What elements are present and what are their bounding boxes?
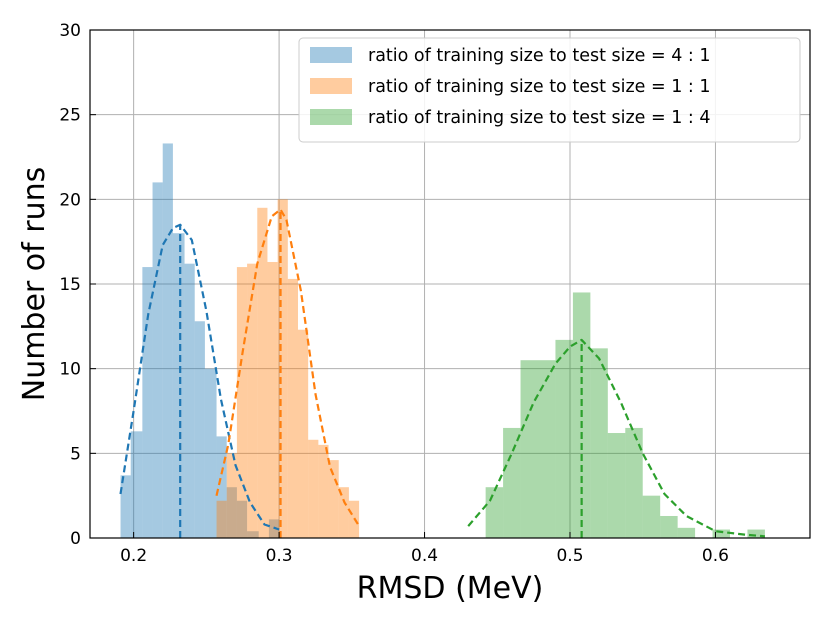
histogram-bar <box>520 360 538 538</box>
x-tick-label: 0.3 <box>266 546 293 566</box>
histogram-bar <box>120 475 131 538</box>
histogram-bar <box>194 321 205 538</box>
legend: ratio of training size to test size = 4 … <box>298 37 801 143</box>
histogram-bar <box>267 261 278 538</box>
histogram-bar <box>247 531 259 538</box>
fit-curves <box>119 208 765 538</box>
histogram-bar <box>625 427 643 538</box>
histogram-bar <box>172 233 185 538</box>
x-axis-title: RMSD (MeV) <box>357 571 544 606</box>
fit-curve-2 <box>215 208 361 527</box>
histogram-bar <box>712 529 730 538</box>
histogram-bar <box>236 267 248 538</box>
y-tick-label: 5 <box>70 444 81 464</box>
histogram-bar <box>226 453 237 538</box>
x-tick-label: 0.5 <box>556 546 583 566</box>
histogram-bar <box>318 444 329 538</box>
y-tick-label: 15 <box>59 275 81 295</box>
legend-swatch-2 <box>310 78 352 94</box>
histogram-bar <box>204 368 217 538</box>
y-ticks: 0 5 10 15 20 25 30 <box>59 21 96 549</box>
histogram-bar <box>328 460 339 538</box>
histogram-bar <box>162 143 173 538</box>
y-tick-label: 30 <box>59 21 81 41</box>
legend-label-2: ratio of training size to test size = 1 … <box>368 77 711 97</box>
histogram-bar <box>216 500 227 538</box>
histogram-bar <box>287 278 298 538</box>
legend-label-1: ratio of training size to test size = 4 … <box>368 46 711 66</box>
y-tick-label: 10 <box>59 360 81 380</box>
histogram-bar <box>298 329 309 538</box>
series-bars-3 <box>485 292 765 538</box>
y-axis-title: Number of runs <box>17 167 52 402</box>
legend-label-3: ratio of training size to test size = 1 … <box>368 108 711 128</box>
histogram-bar <box>590 348 608 538</box>
histogram-bar <box>226 487 237 538</box>
y-tick-label: 20 <box>59 190 81 210</box>
histogram-bar <box>538 360 556 538</box>
histogram-bar <box>308 439 319 538</box>
fit-curve-1 <box>119 223 280 531</box>
legend-swatch-3 <box>310 109 352 125</box>
x-tick-label: 0.6 <box>702 546 729 566</box>
histogram-bar <box>555 339 573 538</box>
histogram-bar <box>277 199 288 539</box>
mean-lines <box>179 209 583 538</box>
histogram-bar <box>216 436 227 538</box>
histogram-bar <box>642 495 661 538</box>
histogram-bar <box>247 263 258 538</box>
histogram-bar <box>747 529 765 538</box>
x-tick-label: 0.4 <box>411 546 438 566</box>
x-tick-label: 0.2 <box>120 546 147 566</box>
histogram-bar <box>130 431 143 538</box>
histogram-bar <box>184 263 195 538</box>
histogram-bar <box>142 267 153 538</box>
legend-swatch-1 <box>310 47 352 63</box>
histogram-bar <box>607 433 626 538</box>
histogram-bar <box>152 182 163 538</box>
histogram-bar <box>660 515 678 538</box>
histogram-bar <box>503 427 521 538</box>
y-tick-label: 25 <box>59 106 81 126</box>
histogram-bar <box>257 207 268 539</box>
histogram-bar <box>236 500 248 538</box>
histogram-bar <box>485 487 504 538</box>
y-tick-label: 0 <box>70 529 81 549</box>
x-ticks: 0.2 0.3 0.4 0.5 0.6 <box>120 532 729 566</box>
histogram-bar <box>677 527 696 538</box>
legend-box <box>298 37 801 143</box>
histogram-bar <box>338 487 349 538</box>
histogram-bars <box>120 143 765 539</box>
fit-curve-3 <box>467 338 765 538</box>
